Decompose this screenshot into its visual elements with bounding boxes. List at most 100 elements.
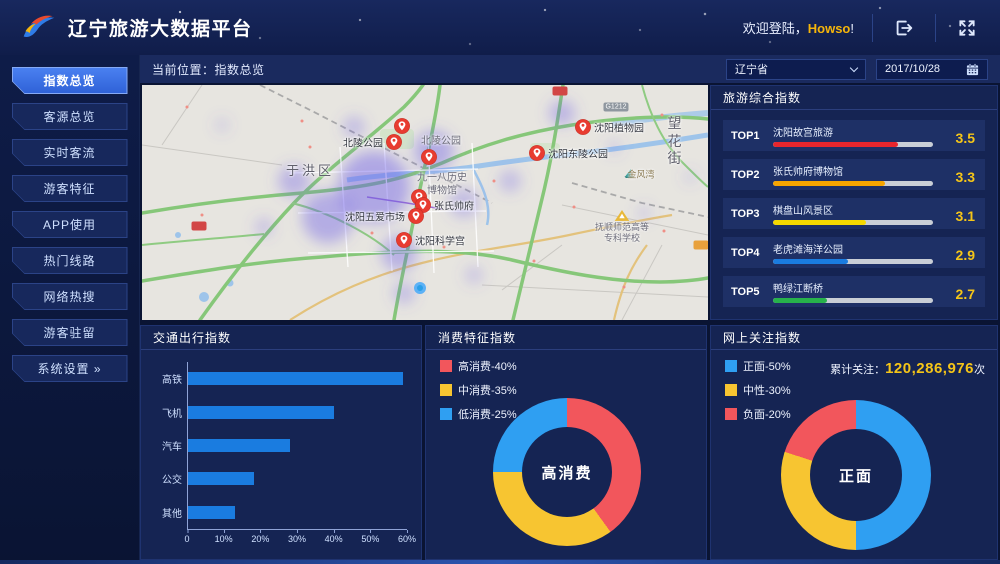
sidebar-item-6[interactable]: 网络热搜 xyxy=(12,283,128,310)
fullscreen-icon[interactable] xyxy=(954,15,980,41)
map-panel[interactable]: 北陵公园 沈阳植物园沈阳东陵公园张氏帅府沈阳五爱市场 沈阳科学宫 北陵公园九一八历史 … xyxy=(142,85,708,320)
map-place-label: 于洪区 xyxy=(285,162,335,178)
breadcrumb: 当前位置：指数总览 xyxy=(152,62,265,77)
legend-swatch xyxy=(440,408,452,420)
sidebar-item-3[interactable]: 游客特征 xyxy=(12,175,128,202)
legend-label: 低消费-25% xyxy=(458,409,517,421)
legend-swatch xyxy=(440,384,452,396)
legend-swatch xyxy=(440,360,452,372)
legend-swatch xyxy=(725,384,737,396)
map-marker-label: 张氏帅府 xyxy=(434,201,474,213)
date-picker[interactable]: 2017/10/28 xyxy=(876,58,988,80)
map-marker-label: 沈阳五爱市场 xyxy=(345,212,405,224)
sidebar-item-4[interactable]: APP使用 xyxy=(12,211,128,238)
panel-title: 消费特征指数 xyxy=(426,326,706,350)
app-logo-icon xyxy=(20,11,58,45)
panel-title: 旅游综合指数 xyxy=(711,86,997,110)
current-location-dot xyxy=(414,282,426,294)
map-place-label: 抚顺师范高等 专科学校 xyxy=(594,221,650,243)
donut-center-label: 正面 xyxy=(838,467,873,485)
tourism-rank-row: TOP2 张氏帅府博物馆 3.3 xyxy=(723,159,985,190)
map-place-label: 北陵公园 xyxy=(421,135,461,147)
map-marker[interactable] xyxy=(421,149,438,166)
page-title: 辽宁旅游大数据平台 xyxy=(68,19,253,40)
province-select[interactable]: 辽宁省 xyxy=(726,58,866,80)
chevron-down-icon xyxy=(849,63,859,72)
map-marker-label: 沈阳东陵公园 xyxy=(548,149,608,161)
map-marker-label: 北陵公园 xyxy=(343,138,383,150)
legend: 正面-50% 中性-30% 负面-20% xyxy=(725,358,791,422)
map-marker[interactable] xyxy=(396,232,413,249)
tourism-rank-row: TOP5 鸭绿江断桥 2.7 xyxy=(723,276,985,307)
legend-item[interactable]: 负面-20% xyxy=(725,406,791,422)
welcome-text: 欢迎登陆，Howso! xyxy=(742,21,854,36)
road-badge: G1212 xyxy=(603,102,629,112)
legend-item[interactable]: 正面-50% xyxy=(725,358,791,374)
map-marker[interactable] xyxy=(408,208,425,225)
breadcrumb-bar: 当前位置：指数总览 辽宁省 2017/10/28 xyxy=(140,55,1000,83)
legend-item[interactable]: 中性-30% xyxy=(725,382,791,398)
traffic-bar-chart: 高铁飞机汽车公交其他 0 10% 20% 30% 40% 50% 60% xyxy=(151,362,417,546)
divider xyxy=(935,13,936,42)
traffic-bar-row: 汽车 xyxy=(162,436,407,454)
legend-label: 正面-50% xyxy=(743,361,791,373)
road-badge xyxy=(191,221,207,231)
map-marker[interactable] xyxy=(394,118,411,135)
logout-icon[interactable] xyxy=(891,15,917,41)
consumption-donut-chart: 高消费 xyxy=(493,398,641,546)
sail-icon xyxy=(624,165,635,183)
sidebar-item-1[interactable]: 客源总览 xyxy=(12,103,128,130)
legend-swatch xyxy=(725,408,737,420)
tourism-index-panel: 旅游综合指数 TOP1 沈阳故宫旅游 3.5 TOP2 张氏帅府博物馆 3.3 TOP3 棋盘… xyxy=(710,85,998,320)
legend-label: 中消费-35% xyxy=(458,385,517,397)
map-marker-label: 沈阳科学宫 xyxy=(415,236,465,248)
road-badge xyxy=(552,86,568,96)
panel-title: 交通出行指数 xyxy=(141,326,421,350)
map-place-label: 九一八历史 博物馆 xyxy=(417,172,467,197)
legend-swatch xyxy=(725,360,737,372)
legend-label: 中性-30% xyxy=(743,385,791,397)
sidebar-item-8[interactable]: 系统设置 » xyxy=(12,355,128,382)
sidebar-item-7[interactable]: 游客驻留 xyxy=(12,319,128,346)
tourism-rank-row: TOP3 棋盘山风景区 3.1 xyxy=(723,198,985,229)
road-badge xyxy=(693,240,708,250)
map-marker-label: 沈阳植物园 xyxy=(594,123,644,135)
map-place-label: 望花街 xyxy=(667,114,685,166)
online-donut-chart: 正面 xyxy=(781,400,931,550)
traffic-bar-row: 公交 xyxy=(162,470,407,488)
panel-title: 网上关注指数 xyxy=(711,326,997,350)
donut-center-label: 高消费 xyxy=(541,464,593,482)
poi-dots xyxy=(185,105,666,289)
sidebar-item-2[interactable]: 实时客流 xyxy=(12,139,128,166)
app-header: 辽宁旅游大数据平台 欢迎登陆，Howso! xyxy=(0,0,1000,55)
traffic-bar-row: 其他 xyxy=(162,503,407,521)
tourism-rank-row: TOP4 老虎滩海洋公园 2.9 xyxy=(723,237,985,268)
tourism-rank-row: TOP1 沈阳故宫旅游 3.5 xyxy=(723,120,985,151)
consumption-index-panel: 消费特征指数 高消费-40% 中消费-35% 低消费-25% 高消费 xyxy=(425,325,707,560)
map-marker[interactable] xyxy=(386,134,403,151)
calendar-icon xyxy=(966,63,979,75)
legend-label: 负面-20% xyxy=(743,409,791,421)
total-attention: 累计关注：120,286,976次 xyxy=(830,360,985,377)
legend-item[interactable]: 高消费-40% xyxy=(440,358,517,374)
bottom-accent-bar xyxy=(0,560,1000,564)
map-overlay: 北陵公园 沈阳植物园沈阳东陵公园张氏帅府沈阳五爱市场 沈阳科学宫 北陵公园九一八历史 … xyxy=(142,85,708,320)
x-axis: 0 10% 20% 30% 40% 50% 60% xyxy=(184,530,417,544)
traffic-bar-row: 飞机 xyxy=(162,403,407,421)
traffic-index-panel: 交通出行指数 高铁飞机汽车公交其他 0 10% 20% 30% 40% 50% 60% xyxy=(140,325,422,560)
legend-label: 高消费-40% xyxy=(458,361,517,373)
sidebar-nav: 指数总览客源总览实时客流游客特征 APP使用热门线路网络热搜游客驻留系统设置 » xyxy=(0,55,140,564)
school-icon xyxy=(614,208,630,226)
legend: 高消费-40% 中消费-35% 低消费-25% xyxy=(440,358,517,422)
sidebar-item-0[interactable]: 指数总览 xyxy=(12,67,128,94)
map-place-label: 金风湾 xyxy=(627,169,655,180)
traffic-bar-row: 高铁 xyxy=(162,370,407,388)
map-marker[interactable] xyxy=(575,119,592,136)
legend-item[interactable]: 中消费-35% xyxy=(440,382,517,398)
username: Howso xyxy=(807,21,851,36)
map-marker[interactable] xyxy=(529,145,546,162)
sidebar-item-5[interactable]: 热门线路 xyxy=(12,247,128,274)
online-attention-panel: 网上关注指数 正面-50% 中性-30% 负面-20% 累计关注：120,286,9… xyxy=(710,325,998,560)
legend-item[interactable]: 低消费-25% xyxy=(440,406,517,422)
